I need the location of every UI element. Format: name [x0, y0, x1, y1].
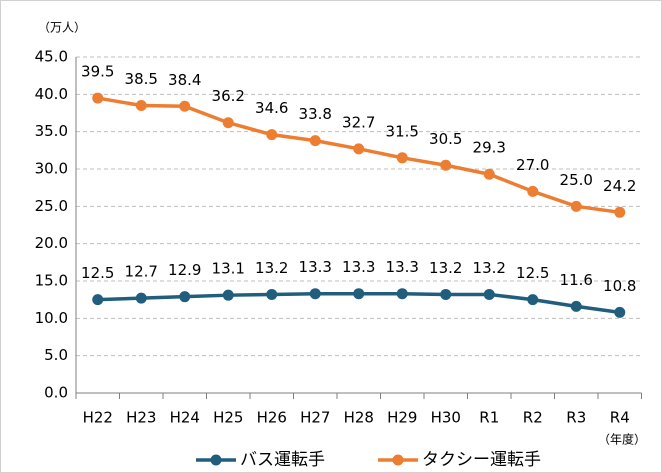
data-point	[396, 152, 408, 164]
data-point	[527, 294, 539, 306]
data-label: 25.0	[560, 171, 593, 189]
x-unit-label: （年度）	[598, 432, 646, 447]
data-label: 13.2	[429, 259, 462, 277]
data-label: 12.5	[81, 264, 114, 282]
x-tick-label: H30	[431, 409, 461, 427]
data-label: 11.6	[560, 271, 593, 289]
data-label: 38.5	[125, 70, 158, 88]
data-point	[309, 135, 321, 147]
data-label: 31.5	[386, 122, 419, 140]
data-point	[353, 288, 365, 300]
x-tick-label: H23	[126, 409, 156, 427]
data-label: 13.2	[255, 259, 288, 277]
data-point	[483, 168, 495, 180]
x-tick-label: H25	[213, 409, 243, 427]
x-tick-label: H27	[300, 409, 330, 427]
data-point	[266, 129, 278, 141]
x-tick-label: H24	[170, 409, 200, 427]
data-point	[527, 185, 539, 197]
data-label: 39.5	[81, 63, 114, 81]
data-point	[440, 159, 452, 171]
data-point	[483, 288, 495, 300]
legend-label: バス運転手	[240, 450, 325, 470]
data-point	[135, 292, 147, 304]
y-tick-label: 30.0	[35, 160, 68, 178]
data-label: 12.7	[125, 263, 158, 281]
data-point	[179, 100, 191, 112]
data-point	[309, 288, 321, 300]
data-point	[570, 300, 582, 312]
y-tick-label: 15.0	[35, 272, 68, 290]
data-label: 36.2	[212, 87, 245, 105]
x-tick-label: H22	[83, 409, 113, 427]
x-tick-label: H29	[387, 409, 417, 427]
data-label: 30.5	[429, 130, 462, 148]
x-tick-label: H26	[257, 409, 287, 427]
data-label: 34.6	[255, 99, 288, 117]
x-tick-label: R4	[610, 409, 630, 427]
data-point	[222, 289, 234, 301]
data-point	[614, 206, 626, 218]
legend-label: タクシー運転手	[422, 450, 541, 470]
x-tick-label: H28	[344, 409, 374, 427]
data-point	[92, 294, 104, 306]
data-point	[266, 288, 278, 300]
data-label: 10.8	[603, 277, 636, 295]
data-point	[570, 200, 582, 212]
data-point	[92, 92, 104, 104]
data-label: 12.5	[516, 264, 549, 282]
data-label: 29.3	[473, 139, 506, 157]
x-tick-label: R3	[566, 409, 586, 427]
data-label: 13.1	[212, 260, 245, 278]
data-point	[440, 288, 452, 300]
data-label: 38.4	[168, 71, 201, 89]
legend-marker	[392, 454, 404, 466]
data-label: 13.3	[342, 258, 375, 276]
data-label: 32.7	[342, 113, 375, 131]
data-point	[353, 143, 365, 155]
y-tick-label: 20.0	[35, 234, 68, 252]
data-label: 24.2	[603, 177, 636, 195]
data-point	[396, 288, 408, 300]
unit-label: （万人）	[38, 21, 86, 35]
legend-marker	[210, 454, 222, 466]
y-tick-label: 25.0	[35, 197, 68, 215]
y-tick-label: 45.0	[35, 48, 68, 66]
data-point	[614, 306, 626, 318]
data-label: 33.8	[299, 105, 332, 123]
data-label: 13.3	[299, 258, 332, 276]
y-tick-label: 35.0	[35, 122, 68, 140]
y-tick-label: 5.0	[44, 346, 68, 364]
data-point	[135, 100, 147, 112]
x-tick-label: R1	[479, 409, 499, 427]
y-tick-label: 40.0	[35, 85, 68, 103]
x-tick-label: R2	[523, 409, 543, 427]
y-tick-label: 0.0	[44, 384, 68, 402]
data-label: 13.2	[473, 259, 506, 277]
data-point	[222, 117, 234, 129]
y-tick-label: 10.0	[35, 309, 68, 327]
data-point	[179, 291, 191, 303]
data-label: 13.3	[386, 258, 419, 276]
data-label: 27.0	[516, 156, 549, 174]
data-label: 12.9	[168, 261, 201, 279]
